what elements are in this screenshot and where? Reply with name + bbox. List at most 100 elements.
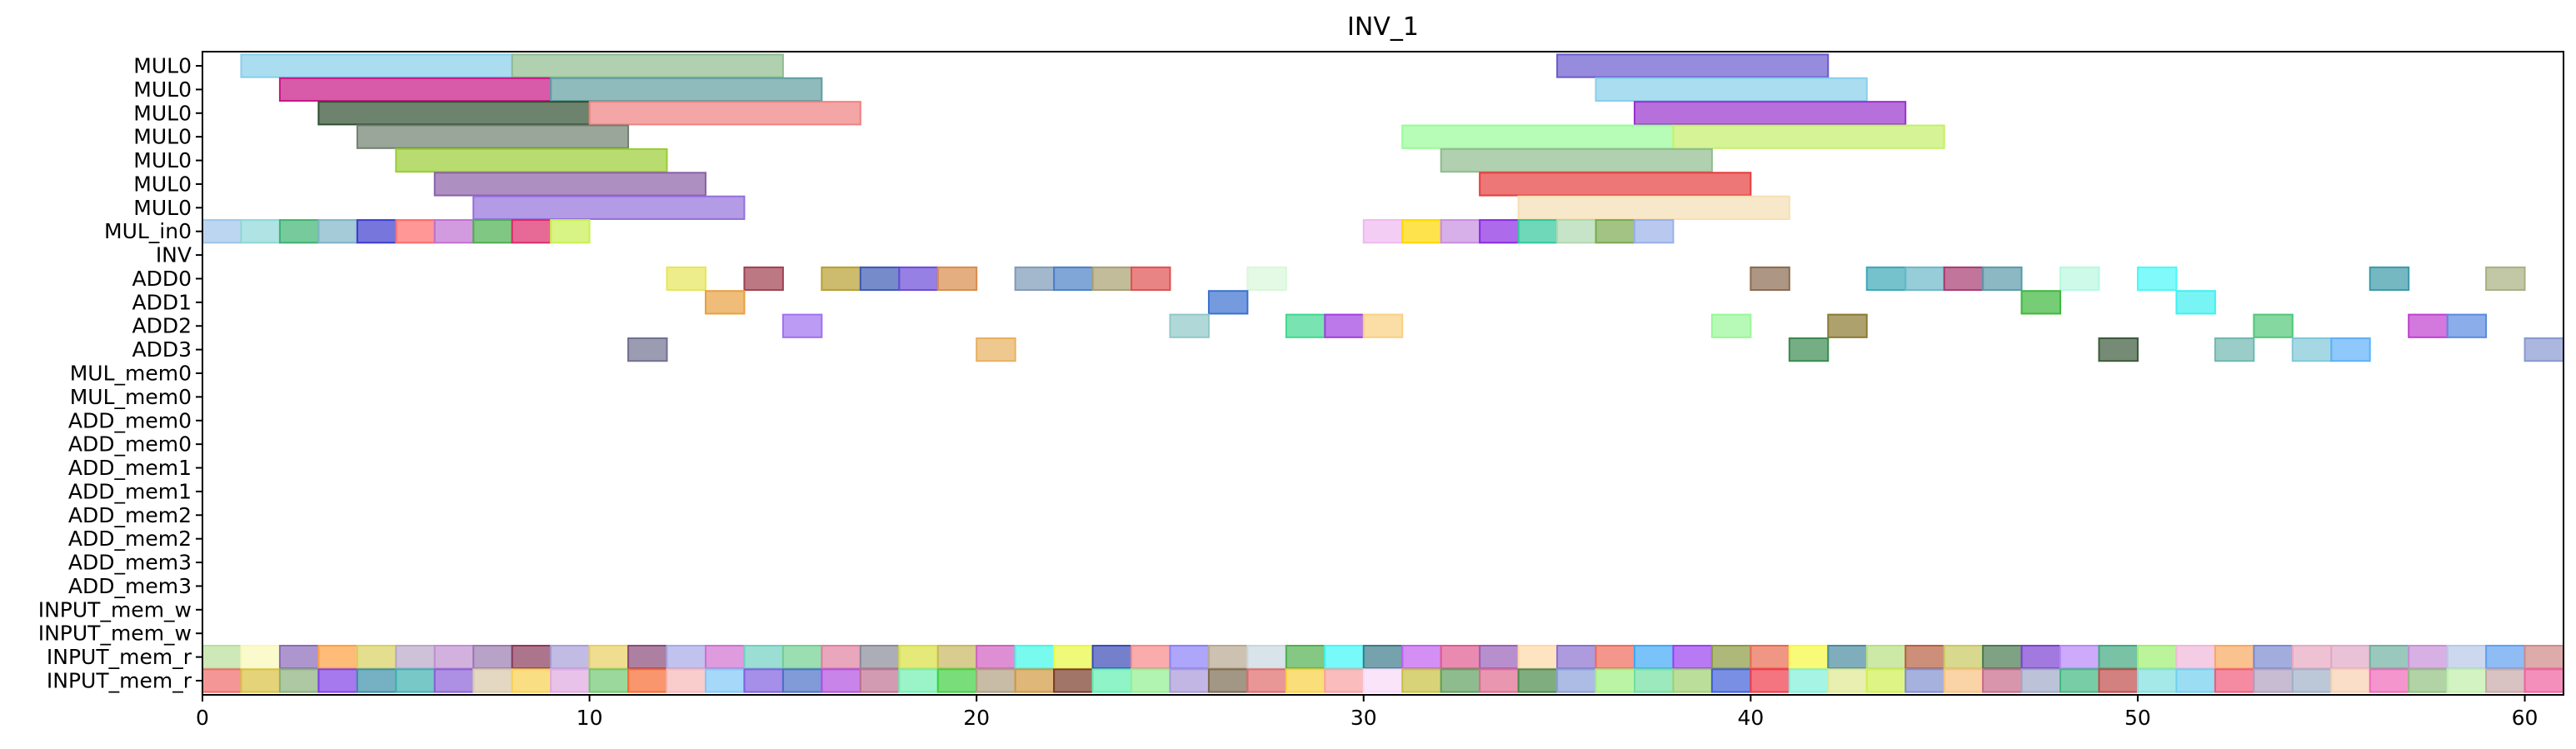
task-bar (511, 53, 784, 78)
memory-slot-bar (781, 644, 823, 670)
task-bar (936, 266, 978, 292)
memory-slot-bar (1556, 644, 1597, 670)
task-bar (1710, 313, 1752, 338)
memory-slot-bar (1440, 644, 1481, 670)
x-tick-label: 60 (2512, 706, 2539, 730)
memory-slot-bar (472, 644, 513, 670)
memory-slot-bar (317, 644, 358, 670)
memory-slot-bar (2098, 668, 2139, 693)
memory-slot-bar (1401, 668, 1442, 693)
task-bar (511, 219, 552, 244)
task-bar (1285, 313, 1326, 338)
task-bar (2098, 337, 2139, 362)
memory-slot-bar (1710, 668, 1752, 693)
task-bar (2291, 337, 2333, 362)
memory-slot-bar (1788, 644, 1830, 670)
task-bar (1982, 266, 2023, 292)
task-bar (1401, 219, 1442, 244)
memory-slot-bar (2020, 644, 2062, 670)
x-tick-label: 10 (577, 706, 603, 730)
memory-slot-bar (1285, 668, 1326, 693)
memory-slot-bar (1827, 668, 1868, 693)
memory-slot-bar (898, 668, 939, 693)
task-bar (1479, 172, 1752, 197)
task-bar (550, 219, 591, 244)
memory-slot-bar (666, 644, 706, 670)
task-bar (1401, 124, 1675, 149)
task-bar (202, 219, 242, 244)
y-tick-label: ADD_mem0 (68, 432, 192, 457)
task-bar (1207, 290, 1249, 315)
y-tick-label: MUL_in0 (104, 219, 192, 243)
x-tick-label: 20 (963, 706, 990, 730)
task-bar (278, 77, 552, 102)
task-bar (976, 337, 1016, 362)
task-bars (202, 53, 2565, 693)
memory-slot-bar (2098, 644, 2139, 670)
y-tick-label: ADD1 (132, 290, 192, 314)
memory-slot-bar (1943, 668, 1984, 693)
task-bar (1440, 219, 1481, 244)
memory-slot-bar (1517, 668, 1559, 693)
y-tick-label: MUL0 (133, 101, 192, 125)
task-bar (1788, 337, 1830, 362)
memory-slot-bar (1053, 644, 1094, 670)
memory-slot-bar (356, 644, 397, 670)
memory-slot-bar (1517, 644, 1559, 670)
memory-slot-bar (1905, 668, 1945, 693)
task-bar (2253, 313, 2294, 338)
memory-slot-bar (1131, 644, 1171, 670)
y-tick-label: ADD_mem2 (68, 527, 192, 551)
memory-slot-bar (2408, 644, 2449, 670)
task-bar (2524, 337, 2565, 362)
memory-slot-bar (240, 668, 281, 693)
memory-slot-bar (1710, 644, 1752, 670)
memory-slot-bar (433, 668, 475, 693)
memory-slot-bar (1440, 668, 1481, 693)
y-tick-label: INPUT_mem_w (38, 622, 192, 646)
memory-slot-bar (278, 644, 320, 670)
task-bar (472, 219, 513, 244)
memory-slot-bar (1324, 668, 1365, 693)
memory-slot-bar (2330, 668, 2371, 693)
memory-slot-bar (1479, 668, 1520, 693)
memory-slot-bar (1014, 668, 1056, 693)
task-bar (2175, 290, 2216, 315)
memory-slot-bar (1479, 644, 1520, 670)
task-bar (356, 124, 630, 149)
memory-slot-bar (1401, 644, 1442, 670)
x-tick-label: 50 (2124, 706, 2151, 730)
task-bar (2214, 337, 2255, 362)
task-bar (240, 53, 513, 78)
memory-slot-bar (2214, 668, 2255, 693)
task-bar (1479, 219, 1520, 244)
task-bar (240, 219, 281, 244)
y-tick-label: INPUT_mem_w (38, 597, 192, 622)
task-bar (1246, 266, 1287, 292)
memory-slot-bar (1285, 644, 1326, 670)
task-bar (317, 101, 591, 126)
y-tick-label: MUL0 (133, 125, 192, 149)
memory-slot-bar (278, 668, 320, 693)
memory-slot-bar (743, 668, 784, 693)
memory-slot-bar (472, 668, 513, 693)
task-bar (1633, 101, 1907, 126)
memory-slot-bar (1207, 644, 1249, 670)
task-bar (1324, 313, 1365, 338)
memory-slot-bar (588, 644, 630, 670)
memory-slot-bar (1207, 668, 1249, 693)
task-bar (588, 101, 861, 126)
task-bar (317, 219, 358, 244)
plot-frame (202, 51, 2564, 696)
task-bar (704, 290, 746, 315)
task-bar (666, 266, 706, 292)
memory-slot-bar (1091, 644, 1133, 670)
task-bar (2369, 266, 2410, 292)
memory-slot-bar (976, 668, 1016, 693)
x-tick-label: 0 (196, 706, 209, 730)
memory-slot-bar (1169, 644, 1210, 670)
memory-slot-bar (936, 668, 978, 693)
memory-slot-bar (1788, 668, 1830, 693)
task-bar (2136, 266, 2178, 292)
